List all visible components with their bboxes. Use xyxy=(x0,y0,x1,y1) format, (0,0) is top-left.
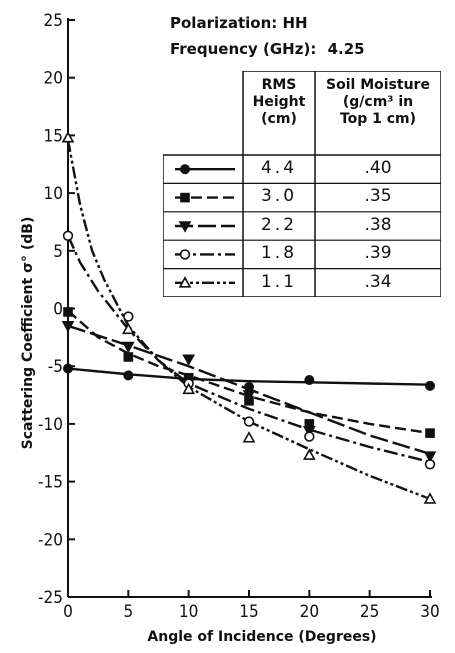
x-tick-label: 15 xyxy=(239,602,258,622)
legend-header-moisture-line: (g/cm³ in xyxy=(315,94,441,111)
legend-marker-1.8 xyxy=(181,250,190,259)
data-point-1.1 xyxy=(63,133,73,142)
data-point-4.4 xyxy=(124,371,132,379)
y-tick-label: 0 xyxy=(53,300,63,320)
polarization-value: HH xyxy=(282,14,307,32)
x-tick-label: 5 xyxy=(123,602,133,622)
legend-soil-moisture: .35 xyxy=(315,186,441,206)
legend-header-moisture: Soil Moisture (g/cm³ in Top 1 cm) xyxy=(315,77,441,128)
data-point-4.4 xyxy=(64,364,72,372)
legend-marker-4.4 xyxy=(181,165,189,173)
legend-rms-height: 3.0 xyxy=(243,186,315,206)
y-tick-label: 15 xyxy=(44,126,63,146)
legend-soil-moisture: .40 xyxy=(315,158,441,178)
data-point-1.8 xyxy=(305,432,314,441)
x-tick-label: 0 xyxy=(63,602,73,622)
legend-header-rms-line: Height xyxy=(243,94,315,111)
frequency-value: 4.25 xyxy=(328,40,365,58)
data-point-1.1 xyxy=(244,433,254,442)
data-point-2.2 xyxy=(184,355,194,364)
data-point-3.0 xyxy=(124,353,132,361)
frequency-label: Frequency (GHz): xyxy=(170,40,316,58)
data-point-4.4 xyxy=(245,383,253,391)
x-tick-label: 25 xyxy=(360,602,379,622)
legend-header-rms-line: (cm) xyxy=(243,111,315,128)
polarization-label: Polarization: xyxy=(170,14,277,32)
polarization-line: Polarization: HH xyxy=(170,14,308,32)
frequency-line: Frequency (GHz): 4.25 xyxy=(170,40,365,58)
y-axis-title: Scattering Coefficient σ° (dB) xyxy=(20,217,36,450)
legend-rms-height: 1.1 xyxy=(243,272,315,292)
x-tick-label: 20 xyxy=(300,602,319,622)
data-point-3.0 xyxy=(426,429,434,437)
data-point-2.2 xyxy=(123,343,133,352)
legend-rms-height: 1.8 xyxy=(243,243,315,263)
data-point-4.4 xyxy=(426,382,434,390)
y-tick-label: 25 xyxy=(44,11,63,31)
y-tick-label: -25 xyxy=(38,588,63,608)
data-point-1.8 xyxy=(245,417,254,426)
legend: RMS Height (cm) Soil Moisture (g/cm³ in … xyxy=(163,71,441,297)
legend-soil-moisture: .38 xyxy=(315,215,441,235)
y-tick-label: 10 xyxy=(44,184,63,204)
data-point-1.8 xyxy=(426,460,435,469)
legend-rms-height: 4.4 xyxy=(243,158,315,178)
y-tick-label: 20 xyxy=(44,69,63,89)
y-tick-label: -20 xyxy=(38,530,63,550)
data-point-1.8 xyxy=(64,231,73,240)
legend-header-moisture-line: Top 1 cm) xyxy=(315,111,441,128)
data-point-3.0 xyxy=(64,308,72,316)
x-axis-title: Angle of Incidence (Degrees) xyxy=(147,629,376,645)
data-point-1.8 xyxy=(124,312,133,321)
series-line-3.0 xyxy=(68,311,430,433)
y-tick-label: -5 xyxy=(48,357,63,377)
y-tick-label: -15 xyxy=(38,473,63,493)
y-tick-label: 5 xyxy=(53,242,63,262)
legend-header-rms-line: RMS xyxy=(243,77,315,94)
legend-rms-height: 2.2 xyxy=(243,215,315,235)
legend-soil-moisture: .34 xyxy=(315,272,441,292)
legend-header-moisture-line: Soil Moisture xyxy=(315,77,441,94)
legend-soil-moisture: .39 xyxy=(315,243,441,263)
data-point-4.4 xyxy=(305,376,313,384)
legend-marker-3.0 xyxy=(181,194,189,202)
legend-header-rms: RMS Height (cm) xyxy=(243,77,315,128)
y-tick-label: -10 xyxy=(38,415,63,435)
x-tick-label: 10 xyxy=(179,602,198,622)
x-tick-label: 30 xyxy=(420,602,439,622)
